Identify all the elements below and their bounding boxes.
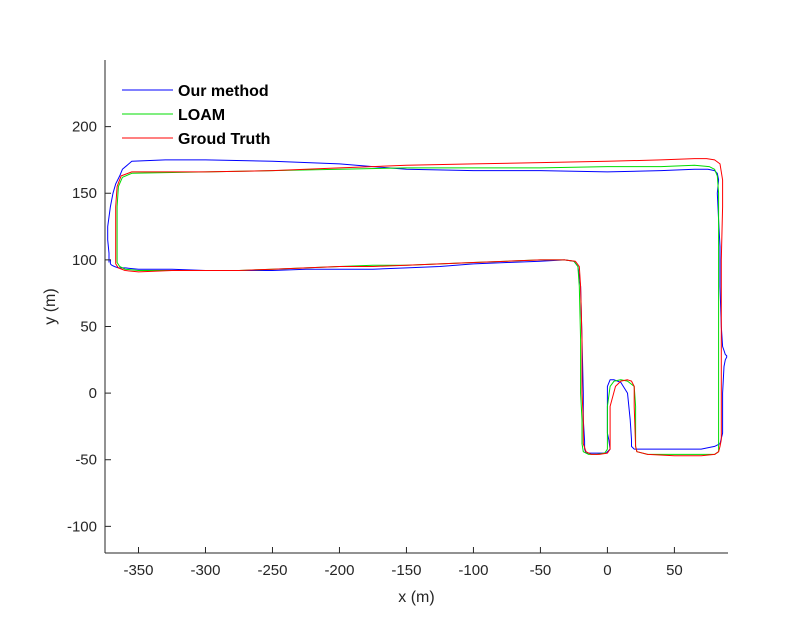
y-axis-label: y (m) <box>42 288 59 324</box>
legend-label: LOAM <box>178 107 225 124</box>
axes <box>104 60 728 554</box>
x-tick-label: -300 <box>190 562 220 579</box>
x-tick-label: -150 <box>391 562 421 579</box>
x-tick-label: 50 <box>666 562 683 579</box>
legend: Our method LOAM Groud Truth <box>122 83 270 148</box>
x-axis-label: x (m) <box>398 589 434 606</box>
x-tick-label: -250 <box>257 562 287 579</box>
y-tick-label: 50 <box>80 318 97 335</box>
y-tick-label: 200 <box>72 119 97 136</box>
series-line-groud-truth <box>115 158 724 457</box>
y-tick-label: 150 <box>72 185 97 202</box>
y-tick-label: -50 <box>75 452 97 469</box>
x-tick-label: -200 <box>324 562 354 579</box>
y-tick-label: 0 <box>89 385 97 402</box>
y-tick-label: 100 <box>72 252 97 269</box>
x-tick-label: -50 <box>530 562 552 579</box>
legend-label: Our method <box>178 83 269 100</box>
series-layer <box>107 158 728 457</box>
y-tick-label: -100 <box>67 518 97 535</box>
x-tick-label: -350 <box>123 562 153 579</box>
x-tick-label: 0 <box>603 562 611 579</box>
tick-labels: -350 -300 -250 -200 -150 -100 -50 0 50 -100 -50 0 50… <box>67 119 683 579</box>
x-tick-label: -100 <box>458 562 488 579</box>
series-line-our-method <box>107 159 728 454</box>
legend-label: Groud Truth <box>178 131 270 148</box>
